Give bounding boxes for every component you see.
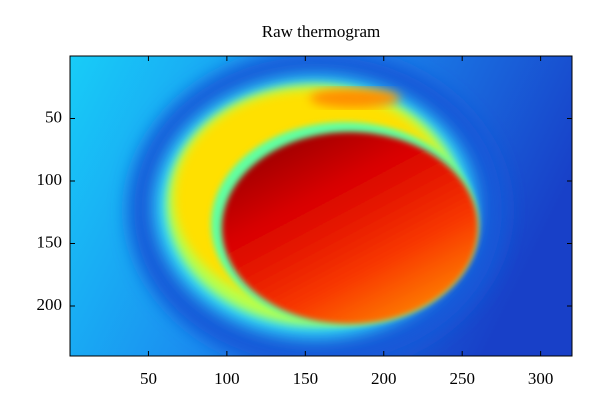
x-tick-label: 300 [528, 369, 554, 388]
x-tick-label: 200 [371, 369, 397, 388]
x-tick-label: 250 [449, 369, 475, 388]
x-tick-label: 100 [214, 369, 240, 388]
x-tick-label: 150 [293, 369, 319, 388]
plot-frame [69, 55, 573, 357]
x-tick-label: 50 [140, 369, 157, 388]
y-tick-label: 50 [45, 107, 62, 126]
thermogram-image [70, 56, 572, 356]
y-tick-label: 200 [37, 295, 63, 314]
y-tick-label: 150 [37, 232, 63, 251]
y-tick-label: 100 [37, 170, 63, 189]
chart-title: Raw thermogram [262, 22, 381, 41]
